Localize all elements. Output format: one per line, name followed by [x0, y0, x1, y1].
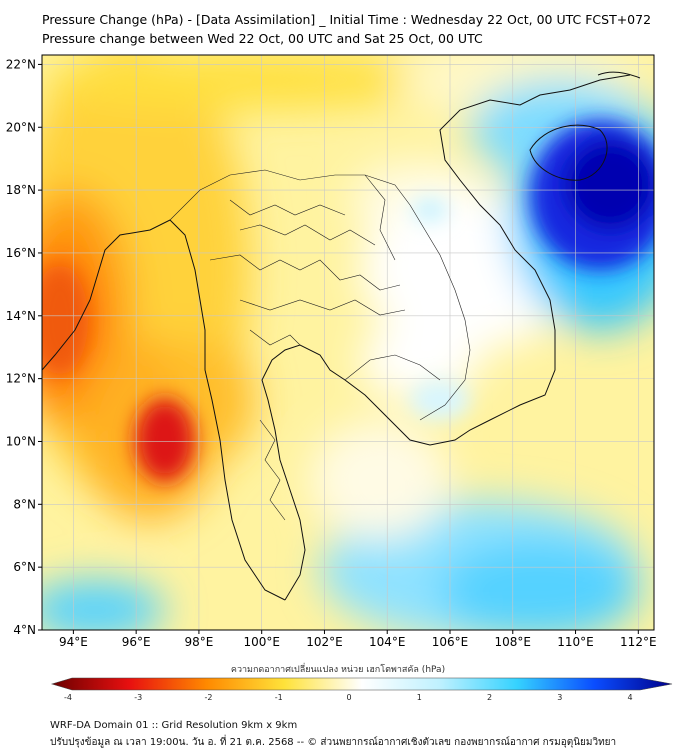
lon-label: 104°E — [369, 635, 406, 649]
graticule — [42, 55, 654, 630]
colorbar — [50, 677, 673, 691]
latitude-labels: 22°N 20°N 18°N 16°N 14°N 12°N 10°N 8°N 6°N 4°N — [6, 57, 36, 637]
pressure-field — [42, 55, 654, 630]
colorbar-tick-label: -1 — [275, 693, 283, 702]
lat-label: 10°N — [6, 434, 36, 448]
lon-label: 96°E — [122, 635, 151, 649]
axis-ticks — [38, 63, 639, 634]
colorbar-tick-label: -3 — [134, 693, 142, 702]
colorbar-tick-label: 3 — [557, 693, 562, 702]
chart-subtitle: Pressure change between Wed 22 Oct, 00 U… — [42, 31, 483, 46]
lat-label: 14°N — [6, 309, 36, 323]
lat-label: 12°N — [6, 372, 36, 386]
colorbar-tick-label: -4 — [64, 693, 72, 702]
lon-label: 112°E — [620, 635, 657, 649]
footer-model-info: WRF-DA Domain 01 :: Grid Resolution 9km … — [50, 720, 298, 731]
lat-label: 20°N — [6, 120, 36, 134]
boundaries — [169, 169, 471, 521]
colorbar-title: ความกดอากาศเปลี่ยนแปลง หน่วย เฮกโตพาสคัล… — [230, 665, 446, 675]
lat-label: 8°N — [13, 497, 36, 511]
lon-label: 98°E — [184, 635, 213, 649]
lon-label: 108°E — [495, 635, 532, 649]
colorbar-tick-labels: -4 -3 -2 -1 0 1 2 3 4 — [64, 693, 633, 702]
lat-label: 22°N — [6, 57, 36, 71]
colorbar-tick-label: 4 — [627, 693, 632, 702]
footer-update-info: ปรับปรุงข้อมูล ณ เวลา 19:00น. วัน อ. ที่… — [50, 737, 617, 748]
colorbar-tick-label: 0 — [346, 693, 351, 702]
lon-label: 110°E — [557, 635, 594, 649]
lat-label: 16°N — [6, 246, 36, 260]
lat-label: 6°N — [13, 560, 36, 574]
lon-label: 106°E — [432, 635, 469, 649]
coastline — [42, 71, 641, 601]
chart-title: Pressure Change (hPa) - [Data Assimilati… — [42, 12, 652, 27]
lat-label: 4°N — [13, 623, 36, 637]
colorbar-tick-label: 1 — [417, 693, 422, 702]
lon-label: 102°E — [306, 635, 343, 649]
map-frame — [41, 54, 655, 631]
lon-label: 100°E — [243, 635, 280, 649]
colorbar-tick-label: 2 — [487, 693, 492, 702]
longitude-labels: 94°E 96°E 98°E 100°E 102°E 104°E 106°E 108°E 110… — [59, 635, 657, 649]
colorbar-tick-label: -2 — [205, 693, 213, 702]
lon-label: 94°E — [59, 635, 88, 649]
lat-label: 18°N — [6, 183, 36, 197]
